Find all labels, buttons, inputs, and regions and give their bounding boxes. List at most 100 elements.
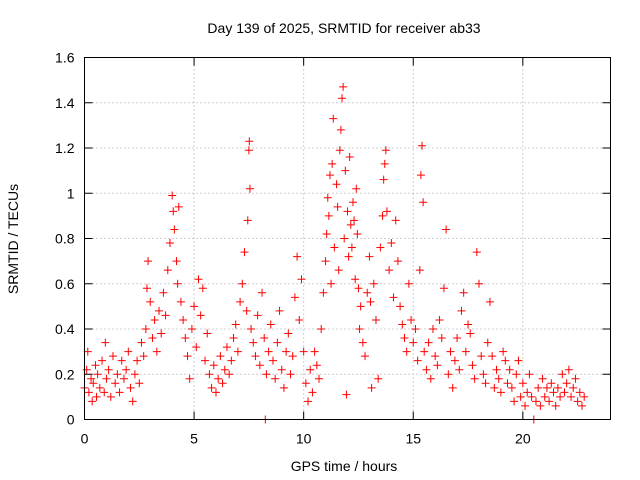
data-point	[391, 216, 400, 225]
data-point	[100, 388, 109, 397]
data-point	[334, 266, 343, 275]
data-point	[435, 315, 444, 324]
data-point	[518, 379, 527, 388]
data-point	[527, 392, 536, 401]
data-point	[352, 184, 361, 193]
y-tick-label: 0	[67, 412, 75, 428]
data-point	[551, 401, 560, 410]
data-point	[137, 338, 146, 347]
data-point	[135, 379, 144, 388]
data-point	[286, 370, 295, 379]
y-tick-label: 0.4	[55, 321, 75, 337]
data-point	[358, 338, 367, 347]
y-tick-label: 0.8	[55, 231, 75, 247]
data-point	[374, 374, 383, 383]
data-point	[490, 383, 499, 392]
data-point	[225, 370, 234, 379]
data-point	[351, 275, 360, 284]
data-point	[413, 356, 422, 365]
data-point	[402, 347, 411, 356]
data-point	[389, 293, 398, 302]
data-point	[335, 146, 344, 155]
data-point	[442, 225, 451, 234]
data-point	[181, 334, 190, 343]
data-point	[187, 325, 196, 333]
data-point	[350, 216, 359, 225]
data-point	[494, 374, 503, 383]
data-point	[124, 347, 133, 356]
data-point	[141, 325, 150, 333]
data-point	[453, 334, 462, 343]
data-point	[339, 82, 348, 91]
data-point	[371, 315, 380, 324]
data-point	[492, 365, 501, 374]
data-point	[244, 146, 253, 155]
x-tick-label: 20	[515, 431, 531, 447]
data-point	[322, 229, 331, 238]
y-tick-label: 1.2	[55, 140, 75, 156]
data-point	[538, 374, 547, 383]
data-point	[330, 243, 339, 252]
data-point	[183, 352, 192, 361]
data-point	[376, 243, 385, 252]
data-point	[192, 343, 201, 352]
data-point	[185, 374, 194, 383]
data-point	[332, 180, 341, 189]
data-point	[419, 198, 428, 207]
data-point	[393, 257, 402, 266]
data-point	[446, 347, 455, 356]
data-point	[113, 370, 122, 379]
data-point	[340, 234, 349, 243]
data-point	[260, 334, 269, 343]
data-point	[381, 146, 390, 155]
x-tick-label: 10	[296, 431, 312, 447]
data-point	[496, 388, 505, 397]
data-point	[428, 325, 437, 333]
data-point	[172, 257, 181, 266]
x-tick-label: 5	[190, 431, 198, 447]
data-point	[385, 266, 394, 275]
data-point	[483, 338, 492, 347]
data-point	[251, 352, 260, 361]
data-point	[214, 374, 223, 383]
data-point	[514, 356, 523, 365]
data-point	[531, 397, 540, 406]
data-point	[297, 275, 306, 284]
data-point	[293, 252, 302, 261]
data-point	[84, 388, 93, 397]
data-point	[344, 252, 353, 261]
x-tick-label: 0	[81, 431, 89, 447]
data-point	[279, 383, 288, 392]
axes: 0 0.2 0.4 0.6 0.8 1 1.2 1.4 1.6 0 5 10 15 20	[55, 50, 611, 447]
data-point	[83, 347, 92, 356]
data-point	[117, 356, 126, 365]
data-point	[233, 347, 242, 356]
data-point	[262, 370, 271, 379]
data-point	[369, 279, 378, 288]
data-point	[382, 207, 391, 216]
data-point	[461, 347, 470, 356]
data-point	[139, 352, 148, 361]
data-point	[119, 374, 128, 383]
data-points	[80, 82, 589, 424]
data-point	[273, 338, 282, 347]
data-point	[227, 356, 236, 365]
data-point	[450, 356, 459, 365]
data-point	[420, 347, 429, 356]
data-point	[111, 379, 120, 388]
data-point	[437, 334, 446, 343]
data-point	[126, 383, 135, 392]
data-point	[459, 288, 468, 297]
data-point	[133, 356, 142, 365]
data-point	[433, 361, 442, 370]
data-point	[201, 356, 210, 365]
data-point	[161, 311, 170, 320]
data-point	[163, 266, 172, 275]
data-point	[198, 284, 207, 293]
data-point	[220, 365, 229, 374]
data-point	[378, 211, 387, 220]
data-point	[122, 365, 131, 374]
data-point	[106, 392, 115, 401]
data-point	[580, 392, 589, 401]
data-point	[242, 306, 251, 315]
